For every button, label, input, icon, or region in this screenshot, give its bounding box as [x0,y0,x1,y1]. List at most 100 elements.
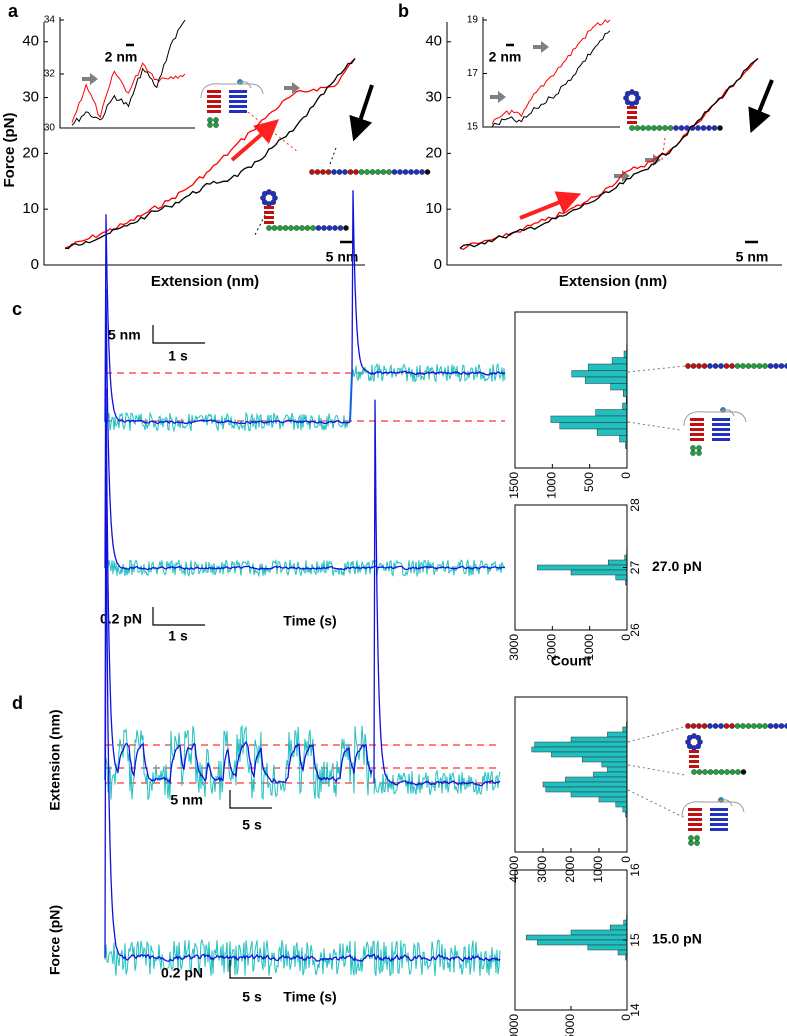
y-tick-label: 15 [467,122,479,133]
x-tick-label: 5000 [563,1014,577,1036]
stem [690,418,704,421]
backbone [683,409,747,427]
nucleotide [685,723,691,729]
nucleotide [321,225,327,231]
nucleotide [691,769,697,775]
bar [615,574,628,581]
nucleotide [751,363,757,369]
bar [617,949,628,956]
nucleotide [375,169,381,175]
bar [622,806,628,813]
bar [622,726,628,733]
nucleotide [740,363,746,369]
scale-bar-label: 5 nm [108,327,141,343]
raw-trace [104,724,373,801]
panel-label: c [12,299,22,319]
x-tick-label: 1500 [507,472,521,499]
bar [598,796,628,803]
nucleotide [413,169,420,175]
y-tick-label: 17 [467,68,479,79]
stem [688,818,702,821]
bar [534,741,628,748]
bar [537,564,628,571]
stem [712,433,730,436]
annotation: 27.0 pN [652,558,702,574]
panel-label: b [398,1,409,21]
data-line [459,57,759,249]
raw-trace [104,558,506,578]
y-tick-label: 15 [628,933,642,947]
nucleotide [701,723,708,729]
nucleotide [386,169,392,175]
y-tick-label: 27 [628,561,642,575]
nucleotide [686,734,693,741]
y-tick-label: 40 [22,33,39,50]
annotation: 15.0 pN [652,931,702,947]
nucleotide [266,225,272,231]
nucleotide [784,723,787,729]
bar [607,731,628,738]
nucleotide [690,450,696,456]
nucleotide [718,769,725,775]
nucleotide [662,125,668,131]
bar [537,939,628,946]
nucleotide [282,225,289,231]
nucleotide [711,125,718,131]
stem [627,121,637,124]
nucleotide [364,169,370,175]
nucleotide [696,363,702,369]
nucleotide [724,769,730,775]
nucleotide [667,125,674,131]
scale-bar-label: 5 nm [326,249,359,265]
y-tick-label: 19 [467,15,479,26]
nucleotide [712,723,719,729]
panel-label: d [12,693,23,713]
nucleotide [745,363,752,369]
nucleotide [332,225,338,231]
y-axis-label: Extension (nm) [47,709,63,810]
x-axis-label: Count [551,653,592,669]
nucleotide [656,125,663,131]
nucleotide [331,169,337,175]
nucleotide [740,723,746,729]
transition [349,372,353,423]
raw-trace [104,938,501,976]
nucleotide [325,169,332,175]
data-line [71,19,186,126]
nucleotide [419,169,425,175]
bar [601,761,628,768]
stem [229,95,247,98]
stem [627,111,637,114]
nucleotide [767,363,774,369]
bar [623,919,628,926]
data-line [491,19,611,125]
stretch-arrow [519,191,582,220]
nucleotide [690,723,697,729]
nucleotide [690,445,696,451]
bar [587,944,628,951]
x-tick-label: 10000 [507,1014,521,1036]
filtered-trace [373,399,501,787]
nucleotide [729,363,735,369]
stem [689,760,699,763]
stem [690,423,704,426]
stem [207,110,221,113]
y-tick-label: 30 [22,89,39,106]
nucleotide [299,225,305,231]
nucleotide [304,225,311,231]
stem [689,765,699,768]
scale-bar-label: 5 s [242,817,262,833]
nucleotide [778,723,785,729]
x-tick-label: 500 [582,472,596,492]
nucleotide [347,169,354,175]
nucleotide [397,169,403,175]
stem [264,221,274,224]
relax-arrow [349,84,374,142]
nucleotide [762,363,768,369]
stem [688,813,702,816]
nucleotide [645,125,652,131]
nucleotide [773,723,779,729]
bar [595,409,628,417]
nucleotide [696,450,702,456]
